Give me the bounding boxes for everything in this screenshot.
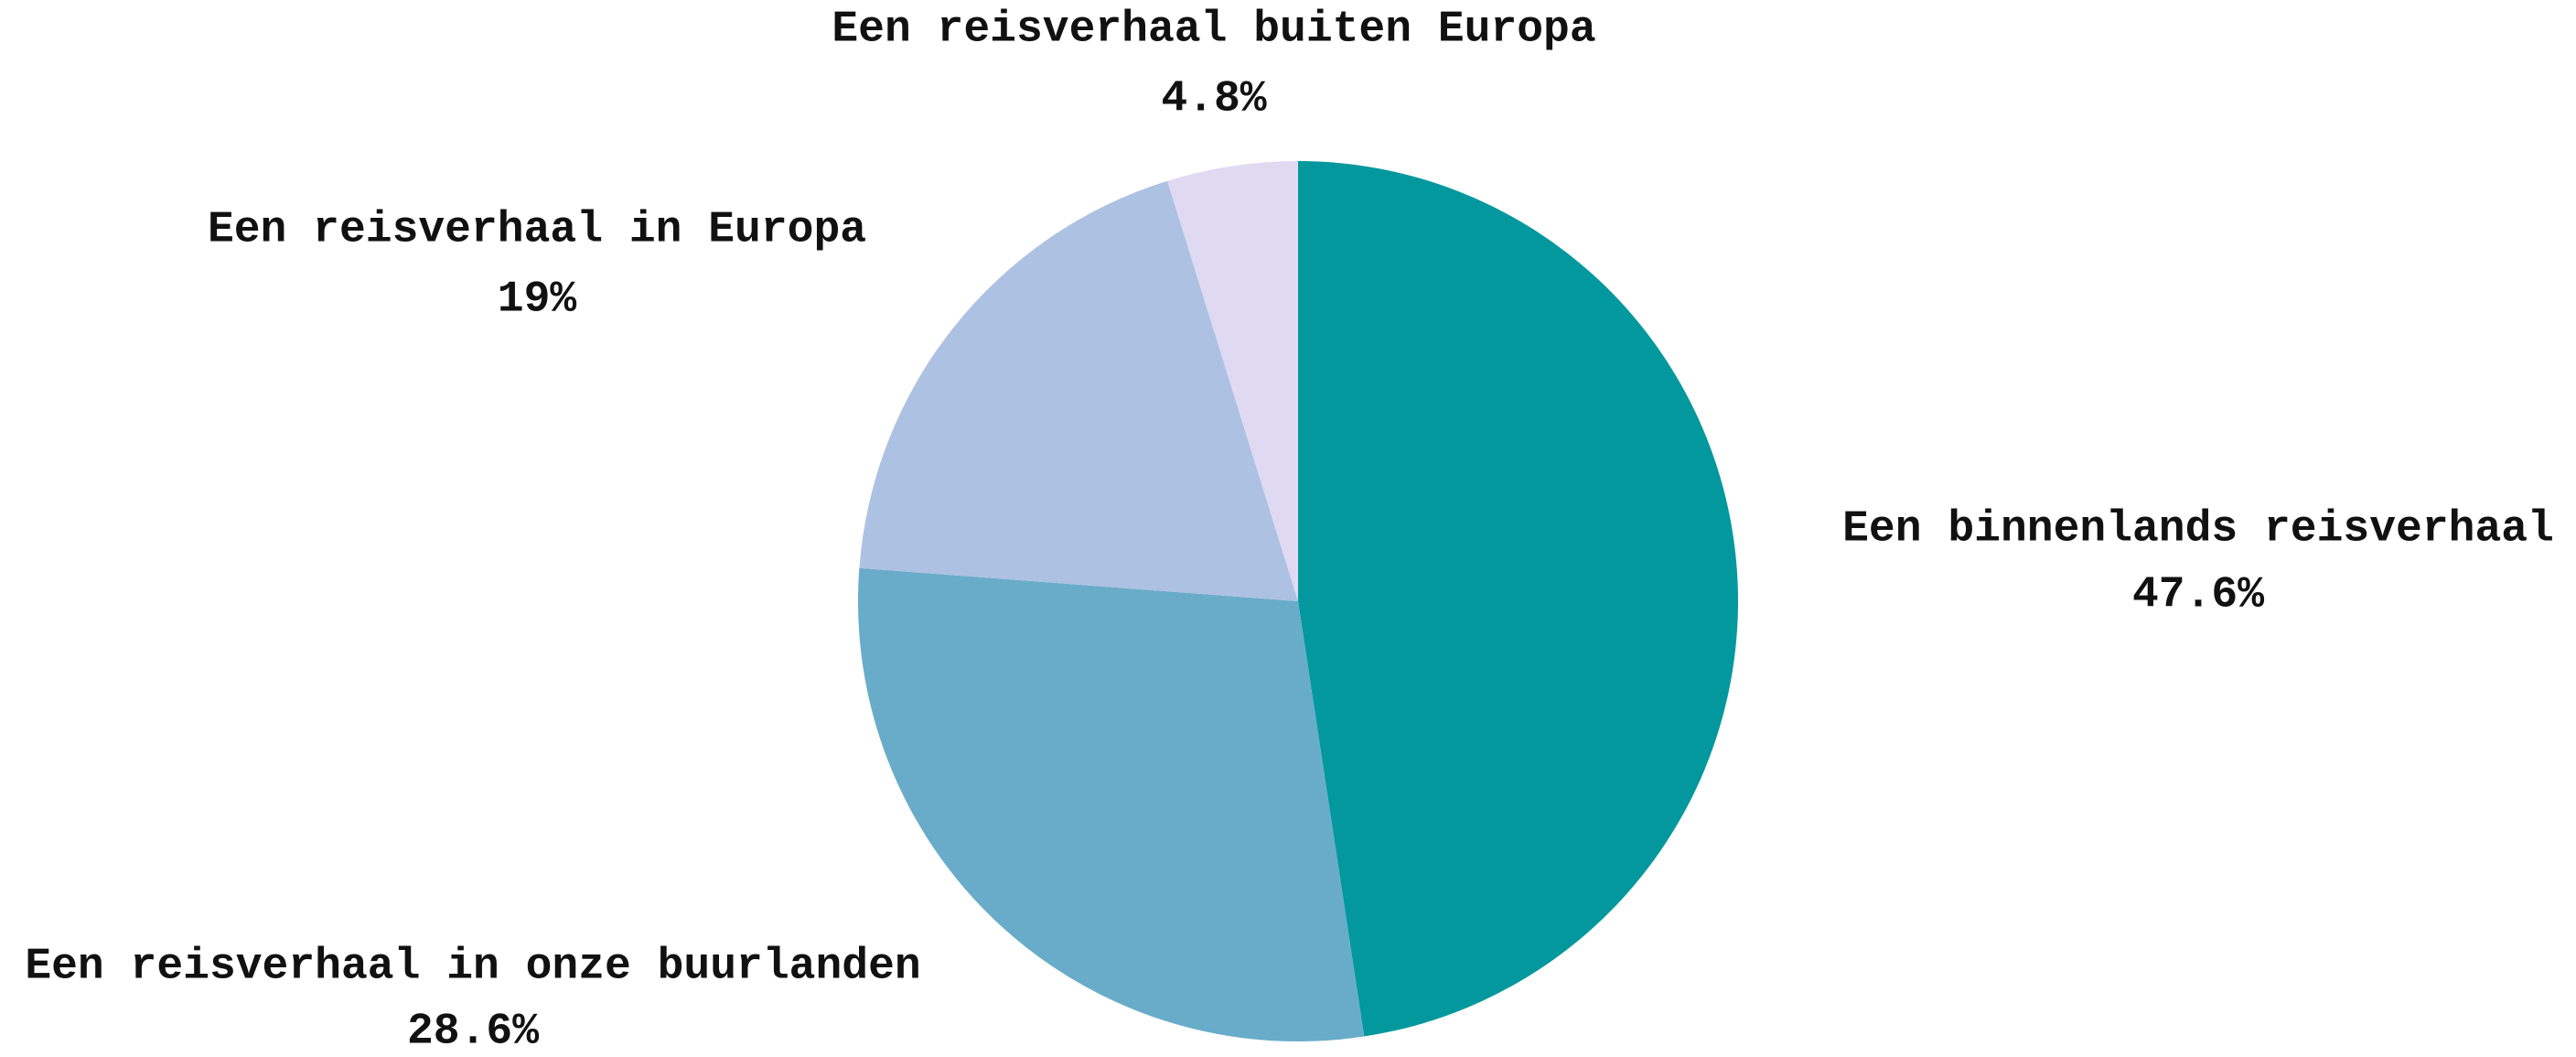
slice-label: Een reisverhaal buiten Europa <box>832 5 1595 55</box>
slice-value-label: 19% <box>498 275 577 325</box>
pie-slice <box>858 567 1365 1041</box>
slice-label: Een reisverhaal in Europa <box>208 206 866 255</box>
slice-value-label: 28.6% <box>407 1008 539 1057</box>
slice-label: Een reisverhaal in onze buurlanden <box>25 943 920 992</box>
pie-slice <box>1167 161 1298 601</box>
pie-slice <box>1298 161 1738 1037</box>
slice-label: Een binnenlands reisverhaal <box>1842 505 2554 555</box>
slice-value-label: 4.8% <box>1161 75 1266 124</box>
slice-value-label: 47.6% <box>2132 571 2264 620</box>
pie-slice <box>859 180 1298 602</box>
